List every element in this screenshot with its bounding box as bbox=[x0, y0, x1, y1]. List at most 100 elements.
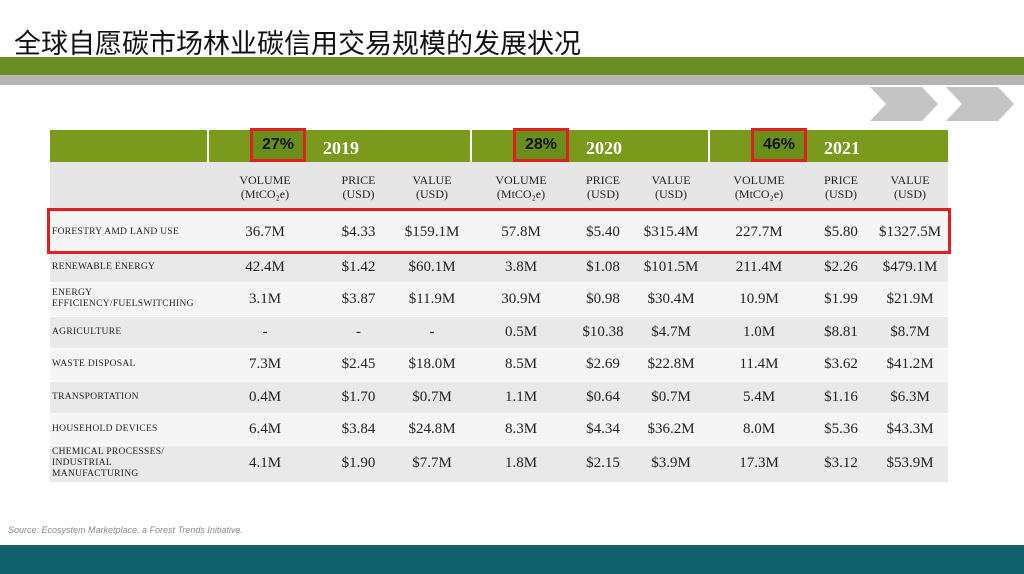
value-cell: $1.16 bbox=[824, 388, 858, 405]
value-cell: 42.4M bbox=[245, 258, 285, 275]
chevrons bbox=[870, 87, 1014, 121]
value-cell: 4.1M bbox=[248, 455, 282, 471]
value-cell: $0.64 bbox=[586, 388, 620, 405]
column-unit: (USD) bbox=[894, 187, 926, 201]
column-name: VOLUME bbox=[239, 173, 291, 187]
row-label: WASTE DISPOSAL bbox=[52, 359, 136, 369]
value-cell: 10.9M bbox=[739, 290, 779, 307]
value-cell: $21.9M bbox=[886, 290, 934, 307]
row-label: TRANSPORTATION bbox=[52, 391, 139, 402]
title-underbar bbox=[0, 75, 1024, 85]
value-cell: 8.5M bbox=[504, 356, 538, 372]
value-cell: $30.4M bbox=[647, 290, 695, 307]
value-cell: 30.9M bbox=[501, 290, 541, 307]
value-cell: $0.7M bbox=[412, 388, 452, 405]
column-name: VALUE bbox=[890, 173, 930, 187]
column-name: VOLUME bbox=[733, 173, 785, 187]
row-band bbox=[50, 381, 948, 413]
value-cell: - bbox=[429, 323, 435, 340]
column-unit: (MtCO₂e) bbox=[240, 187, 290, 201]
column-unit: (USD) bbox=[825, 187, 857, 201]
share-box: 46% bbox=[751, 128, 807, 162]
value-cell: 211.4M bbox=[735, 258, 783, 275]
value-cell: 1.8M bbox=[504, 455, 538, 471]
value-cell: $2.45 bbox=[341, 356, 376, 372]
column-name: VOLUME bbox=[495, 173, 547, 187]
value-cell: 5.4M bbox=[742, 388, 776, 405]
source-note: Source: Ecosystem Marketplace, a Forest … bbox=[8, 525, 243, 535]
row-band bbox=[50, 316, 948, 348]
value-cell: $8.81 bbox=[824, 323, 858, 340]
title-bar bbox=[0, 57, 1024, 75]
value-cell: $159.1M bbox=[404, 223, 460, 240]
column-name: VALUE bbox=[412, 173, 452, 187]
column-unit: (USD) bbox=[342, 187, 375, 201]
value-cell: - bbox=[262, 323, 268, 340]
value-cell: $41.2M bbox=[886, 356, 934, 372]
value-cell: $1.42 bbox=[341, 258, 376, 275]
year-label: 2019 bbox=[323, 137, 359, 158]
data-table: 27% 2019 28% 2020 46% 2021 VOLUME (MtCO₂e) PRICE… bbox=[47, 128, 951, 482]
value-cell: $1327.5M bbox=[878, 223, 942, 240]
value-cell: 0.4M bbox=[248, 388, 282, 405]
highlight-box bbox=[47, 208, 951, 254]
value-cell: $6.3M bbox=[890, 388, 930, 405]
column-name: PRICE bbox=[341, 173, 376, 187]
row-label: CHEMICAL PROCESSES/ INDUSTRIAL MANUFACTU… bbox=[52, 447, 165, 479]
row-label: AGRICULTURE bbox=[52, 326, 122, 337]
column-header: VOLUME (MtCO₂e) bbox=[708, 162, 810, 212]
column-header: VALUE (USD) bbox=[872, 162, 948, 212]
column-header: VALUE (USD) bbox=[634, 162, 708, 212]
value-cell: $11.9M bbox=[408, 290, 456, 307]
column-unit: (USD) bbox=[587, 187, 619, 201]
row-label: ENERGY EFFICIENCY/FUELSWITCHING bbox=[52, 288, 194, 309]
column-header: PRICE (USD) bbox=[323, 162, 394, 212]
value-cell: 227.7M bbox=[735, 223, 783, 240]
value-cell: 11.4M bbox=[739, 356, 779, 372]
value-cell: 3.1M bbox=[248, 290, 282, 307]
column-unit: (USD) bbox=[416, 187, 448, 201]
value-cell: $10.38 bbox=[582, 323, 624, 340]
row-label: FORESTRY AMD LAND USE bbox=[52, 226, 180, 237]
value-cell: 57.8M bbox=[501, 223, 541, 240]
value-cell: $5.36 bbox=[824, 420, 858, 437]
column-header: VALUE (USD) bbox=[394, 162, 470, 212]
value-cell: $1.08 bbox=[586, 258, 620, 275]
row-band bbox=[50, 445, 948, 482]
value-cell: 0.5M bbox=[504, 323, 538, 340]
value-cell: $4.33 bbox=[341, 223, 376, 240]
value-cell: $3.87 bbox=[341, 290, 376, 307]
value-cell: $22.8M bbox=[647, 356, 695, 372]
row-band bbox=[50, 212, 948, 252]
row-band bbox=[50, 282, 948, 316]
value-cell: $5.40 bbox=[586, 223, 620, 240]
value-cell: $1.99 bbox=[824, 290, 858, 307]
value-cell: $3.62 bbox=[824, 356, 858, 372]
value-cell: $8.7M bbox=[890, 323, 930, 340]
value-cell: $24.8M bbox=[408, 420, 456, 437]
row-band bbox=[50, 348, 948, 381]
value-cell: 8.0M bbox=[742, 420, 776, 437]
value-cell: $5.80 bbox=[824, 223, 858, 240]
value-cell: $0.7M bbox=[651, 388, 691, 405]
value-cell: $1.90 bbox=[341, 455, 376, 471]
value-cell: $18.0M bbox=[408, 356, 456, 372]
value-cell: $479.1M bbox=[882, 258, 938, 275]
value-cell: $1.70 bbox=[341, 388, 376, 405]
column-unit: (USD) bbox=[655, 187, 687, 201]
value-cell: $2.26 bbox=[824, 258, 858, 275]
value-cell: 8.3M bbox=[504, 420, 538, 437]
value-cell: 6.4M bbox=[248, 420, 282, 437]
row-band bbox=[50, 413, 948, 445]
column-name: PRICE bbox=[585, 173, 620, 187]
value-cell: $60.1M bbox=[408, 258, 456, 275]
value-cell: $4.7M bbox=[651, 323, 691, 340]
value-cell: $2.15 bbox=[586, 455, 620, 471]
value-cell: $36.2M bbox=[647, 420, 695, 437]
column-header-band bbox=[50, 162, 948, 212]
column-header: PRICE (USD) bbox=[572, 162, 634, 212]
slide-title: 全球自愿碳市场林业碳信用交易规模的发展状况 bbox=[14, 29, 581, 59]
column-header: VOLUME (MtCO₂e) bbox=[207, 162, 323, 212]
column-name: VALUE bbox=[651, 173, 691, 187]
